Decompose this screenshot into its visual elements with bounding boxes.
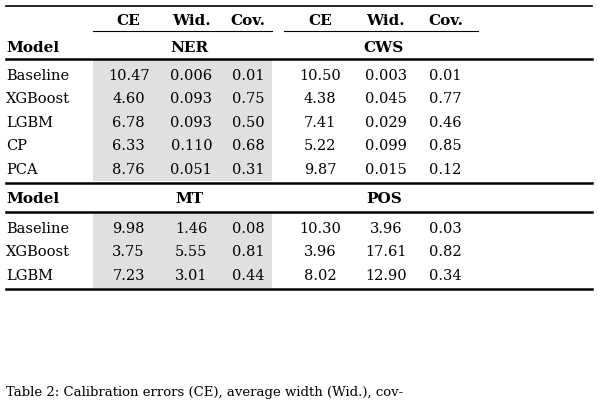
Text: Baseline: Baseline [6, 222, 69, 236]
Text: 0.006: 0.006 [170, 69, 212, 83]
Text: NER: NER [170, 41, 209, 55]
Text: Wid.: Wid. [172, 14, 210, 28]
Text: PCA: PCA [6, 163, 38, 177]
Text: 3.75: 3.75 [112, 245, 145, 260]
Text: Table 2: Calibration errors (CE), average width (Wid.), cov-: Table 2: Calibration errors (CE), averag… [6, 386, 403, 400]
Text: 0.08: 0.08 [232, 222, 264, 236]
Text: 10.50: 10.50 [299, 69, 341, 83]
Text: 0.81: 0.81 [232, 245, 264, 260]
Text: 0.85: 0.85 [429, 139, 462, 153]
Text: LGBM: LGBM [6, 269, 53, 283]
Text: MT: MT [175, 192, 203, 206]
Text: CP: CP [6, 139, 27, 153]
Text: CE: CE [117, 14, 141, 28]
Text: 0.68: 0.68 [232, 139, 264, 153]
Text: CE: CE [308, 14, 332, 28]
Text: 8.02: 8.02 [304, 269, 336, 283]
Text: 7.23: 7.23 [112, 269, 145, 283]
Text: POS: POS [366, 192, 402, 206]
Text: 6.33: 6.33 [112, 139, 145, 153]
Text: 17.61: 17.61 [365, 245, 407, 260]
Text: Model: Model [6, 192, 59, 206]
Text: 0.029: 0.029 [365, 116, 407, 130]
Text: 0.01: 0.01 [232, 69, 264, 83]
Text: Wid.: Wid. [367, 14, 405, 28]
Text: CWS: CWS [364, 41, 404, 55]
Text: 0.44: 0.44 [232, 269, 264, 283]
Text: 0.015: 0.015 [365, 163, 407, 177]
Text: 8.76: 8.76 [112, 163, 145, 177]
Text: 3.01: 3.01 [175, 269, 208, 283]
Bar [93, 212, 272, 288]
Text: XGBoost: XGBoost [6, 245, 70, 260]
Text: 7.41: 7.41 [304, 116, 336, 130]
Text: 4.38: 4.38 [304, 92, 336, 107]
Text: 3.96: 3.96 [370, 222, 402, 236]
Text: 9.87: 9.87 [304, 163, 336, 177]
Text: 0.82: 0.82 [429, 245, 462, 260]
Text: Baseline: Baseline [6, 69, 69, 83]
Text: 10.47: 10.47 [108, 69, 150, 83]
Text: Cov.: Cov. [231, 14, 266, 28]
Text: Model: Model [6, 41, 59, 55]
Text: 10.30: 10.30 [299, 222, 341, 236]
Text: Cov.: Cov. [428, 14, 463, 28]
Text: 0.12: 0.12 [429, 163, 462, 177]
Text: 0.099: 0.099 [365, 139, 407, 153]
Text: 0.50: 0.50 [232, 116, 264, 130]
Text: 3.96: 3.96 [304, 245, 336, 260]
Text: 0.051: 0.051 [170, 163, 212, 177]
Text: 0.31: 0.31 [232, 163, 264, 177]
Text: 0.003: 0.003 [365, 69, 407, 83]
Text: 0.46: 0.46 [429, 116, 462, 130]
Text: 0.75: 0.75 [232, 92, 264, 107]
Text: 9.98: 9.98 [112, 222, 145, 236]
Text: 0.093: 0.093 [170, 116, 212, 130]
Text: 0.34: 0.34 [429, 269, 462, 283]
Text: 0.03: 0.03 [429, 222, 462, 236]
Bar [93, 59, 272, 181]
Text: 6.78: 6.78 [112, 116, 145, 130]
Text: 5.22: 5.22 [304, 139, 336, 153]
Text: 12.90: 12.90 [365, 269, 407, 283]
Text: 0.01: 0.01 [429, 69, 462, 83]
Text: LGBM: LGBM [6, 116, 53, 130]
Text: 0.77: 0.77 [429, 92, 462, 107]
Text: 0.045: 0.045 [365, 92, 407, 107]
Text: 5.55: 5.55 [175, 245, 208, 260]
Text: 0.093: 0.093 [170, 92, 212, 107]
Text: 1.46: 1.46 [175, 222, 208, 236]
Text: XGBoost: XGBoost [6, 92, 70, 107]
Text: 4.60: 4.60 [112, 92, 145, 107]
Text: 0.110: 0.110 [170, 139, 212, 153]
